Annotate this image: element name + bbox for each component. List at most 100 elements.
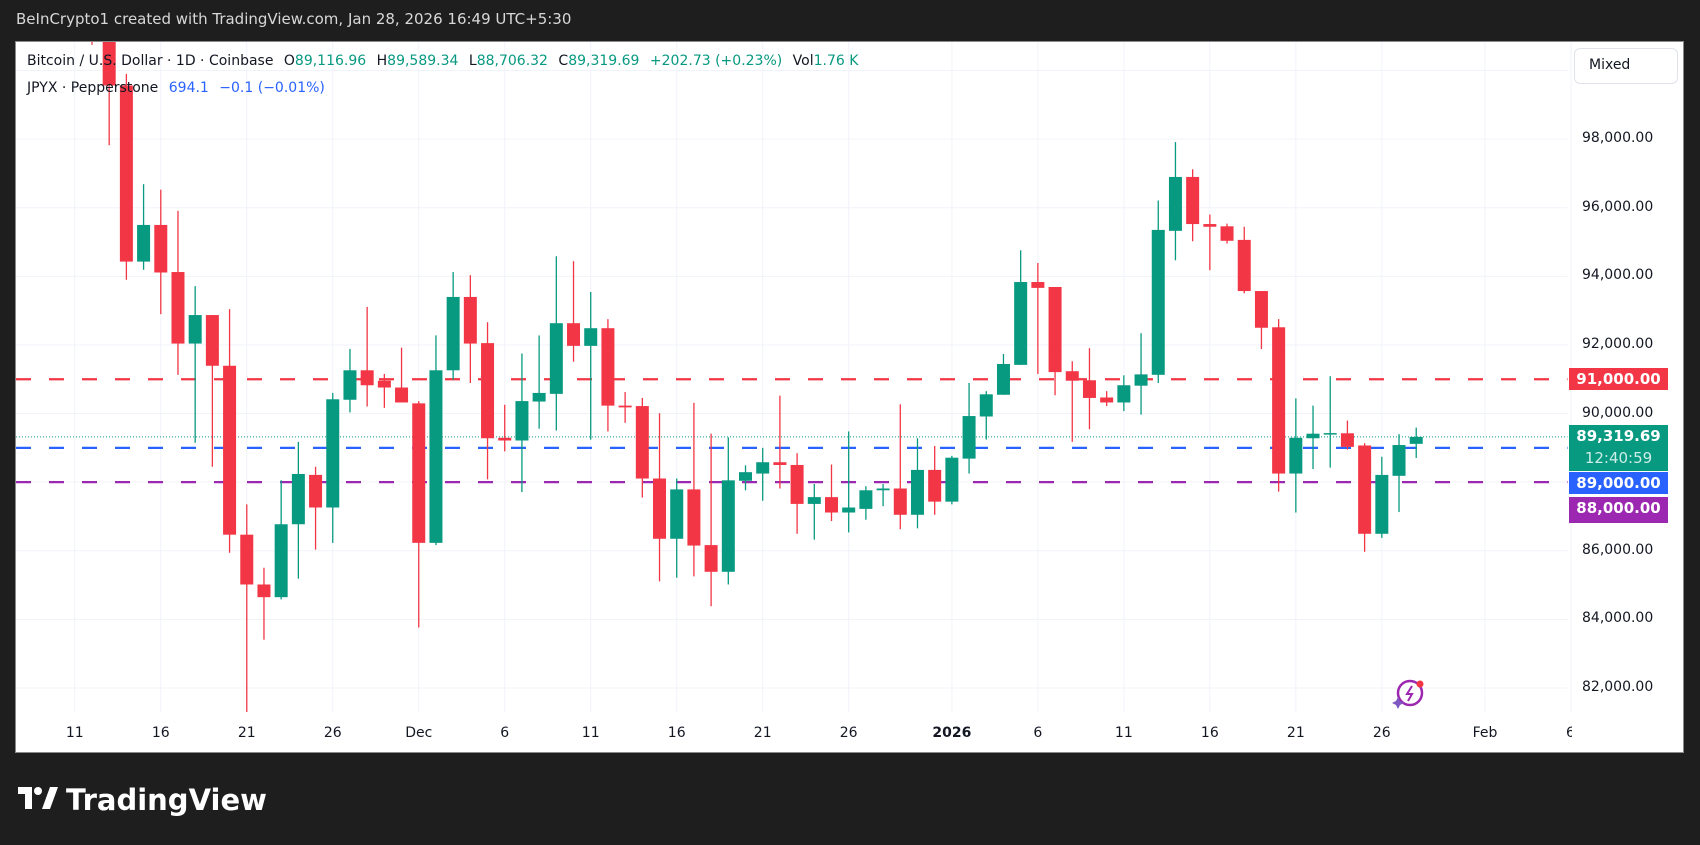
candle-body xyxy=(859,490,873,509)
candle-body xyxy=(739,472,753,481)
candle xyxy=(807,483,821,540)
candle-body xyxy=(790,464,804,504)
candle-body xyxy=(670,489,684,539)
time-tick-label: Dec xyxy=(405,725,433,741)
grid xyxy=(16,42,1572,712)
chart-pane[interactable] xyxy=(15,41,1684,753)
candle xyxy=(928,445,942,515)
time-tick-label: 11 xyxy=(581,725,600,741)
candle xyxy=(171,210,185,375)
candle-body xyxy=(549,323,563,394)
change-value: +202.73 (+0.23%) xyxy=(649,53,783,69)
candle xyxy=(618,392,632,423)
candle xyxy=(1375,456,1389,538)
time-tick-label: 21 xyxy=(1286,725,1305,741)
candle-body xyxy=(1134,374,1148,386)
candle xyxy=(635,397,649,498)
low-label: L xyxy=(468,53,477,69)
tradingview-logo[interactable]: TradingView xyxy=(18,783,267,817)
overlay-symbol[interactable]: JPYX · Pepperstone xyxy=(27,80,159,96)
candle-body xyxy=(704,545,718,572)
candle xyxy=(1186,169,1200,242)
candle-body xyxy=(1117,385,1131,403)
open-value: 89,116.96 xyxy=(294,53,367,69)
candle-body xyxy=(429,370,443,543)
candle-body xyxy=(1031,282,1045,288)
candle-body xyxy=(842,507,856,513)
time-tick-label: 26 xyxy=(1372,725,1391,741)
logo-text: TradingView xyxy=(66,783,267,817)
low-value: 88,706.32 xyxy=(476,53,548,69)
candle xyxy=(446,272,460,380)
time-tick-label: 26 xyxy=(323,725,342,741)
candle-body xyxy=(395,387,409,403)
candle xyxy=(1117,375,1131,412)
candle-body xyxy=(945,457,959,502)
candle-body xyxy=(1272,327,1286,474)
candle xyxy=(876,483,890,507)
candle xyxy=(962,382,976,474)
last-price-label: 89,319.69 12:40:59 xyxy=(1569,425,1668,471)
candle-body xyxy=(446,296,460,371)
candle xyxy=(1254,291,1268,350)
candle-body xyxy=(274,524,288,598)
red-line-price-label: 91,000.00 xyxy=(1569,368,1668,390)
candle xyxy=(945,455,959,505)
candle xyxy=(1289,398,1303,513)
candle xyxy=(481,322,495,480)
candle-body xyxy=(1220,226,1234,241)
candle xyxy=(1134,333,1148,415)
candle-body xyxy=(171,272,185,344)
candle xyxy=(1100,391,1114,407)
overlay-legend[interactable]: JPYX · Pepperstone 694.1 −0.1 (−0.01%) xyxy=(27,80,331,96)
candle xyxy=(205,315,219,467)
candle-body xyxy=(1375,474,1389,534)
candle xyxy=(326,392,340,543)
overlay-change: −0.1 (−0.01%) xyxy=(219,80,325,96)
candle-body xyxy=(223,365,237,535)
candle xyxy=(1048,286,1062,396)
candle xyxy=(429,335,443,546)
candle xyxy=(119,73,133,280)
assistant-icon[interactable] xyxy=(1392,679,1424,710)
candle-body xyxy=(824,497,838,513)
candle-body xyxy=(515,401,529,441)
candle xyxy=(257,567,271,640)
candle-body xyxy=(584,328,598,346)
candle xyxy=(154,189,168,315)
price-tick-label: 98,000.00 xyxy=(1582,130,1654,147)
candle-body xyxy=(1340,433,1354,447)
candle xyxy=(601,319,615,432)
candle-body xyxy=(532,392,546,402)
candle-body xyxy=(601,328,615,406)
candle xyxy=(137,184,151,270)
candle xyxy=(584,291,598,440)
candle xyxy=(790,453,804,534)
high-label: H xyxy=(376,53,388,69)
scale-mode-button[interactable]: Mixed xyxy=(1574,48,1678,84)
candle-body xyxy=(1168,176,1182,231)
candles xyxy=(91,42,1423,712)
close-value: 89,319.69 xyxy=(568,53,640,69)
candle xyxy=(756,447,770,501)
main-series-legend[interactable]: Bitcoin / U.S. Dollar · 1D · Coinbase O8… xyxy=(27,53,864,69)
candle-body xyxy=(1151,229,1165,375)
candle-body xyxy=(119,85,133,262)
price-tick-label: 82,000.00 xyxy=(1582,678,1654,695)
open-label: O xyxy=(283,53,295,69)
candle xyxy=(704,433,718,607)
price-tick-label: 90,000.00 xyxy=(1582,404,1654,421)
volume-label: Vol xyxy=(792,53,814,69)
candle xyxy=(532,335,546,429)
symbol-title[interactable]: Bitcoin / U.S. Dollar · 1D · Coinbase xyxy=(27,53,274,69)
chart-attribution: BeInCrypto1 created with TradingView.com… xyxy=(16,10,572,28)
candle-body xyxy=(1306,433,1320,439)
candle xyxy=(498,404,512,452)
candle xyxy=(1082,348,1096,430)
time-tick-label: 6 xyxy=(500,725,510,741)
candle xyxy=(1340,420,1354,450)
candle-body xyxy=(910,469,924,515)
high-value: 89,589.34 xyxy=(387,53,459,69)
time-tick-label: 11 xyxy=(65,725,84,741)
